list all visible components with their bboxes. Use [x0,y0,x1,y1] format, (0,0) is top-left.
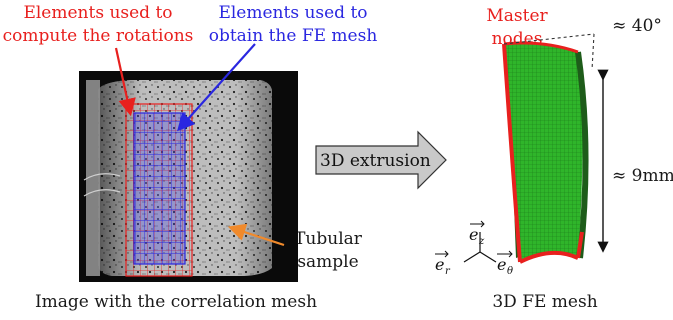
left-caption: Image with the correlation mesh [34,292,318,312]
svg-text:r: r [445,266,451,277]
mesh-elements-arrow [177,43,256,132]
svg-text:e: e [497,255,506,274]
height-label: ≈ 9mm [612,166,673,186]
axis-z-label: e z [469,220,485,247]
axes-triad [463,232,497,263]
extrusion-label: 3D extrusion [320,151,431,171]
tubular-sample-label: Tubular sample [294,229,362,272]
rotation-elements-label: Elements used to compute the rotations [2,3,194,46]
angle-label: ≈ 40° [612,16,662,36]
angle-dashed-top [503,33,595,45]
svg-text:θ: θ [507,266,513,277]
tubular-sample-arrow [227,223,285,247]
svg-text:e: e [469,225,478,244]
correlation-mesh-blue [133,112,186,265]
axis-theta-label: e θ [497,250,513,277]
extrusion-arrow [315,130,447,190]
angle-dashed-side [591,33,595,71]
fe-mesh-shell [502,41,589,264]
axis-r-label: e r [435,250,451,277]
rotation-elements-arrow [114,47,136,117]
mesh-elements-label: Elements used to obtain the FE mesh [208,3,378,46]
right-caption: 3D FE mesh [492,292,598,312]
svg-text:e: e [435,255,444,274]
svg-text:z: z [478,236,485,247]
